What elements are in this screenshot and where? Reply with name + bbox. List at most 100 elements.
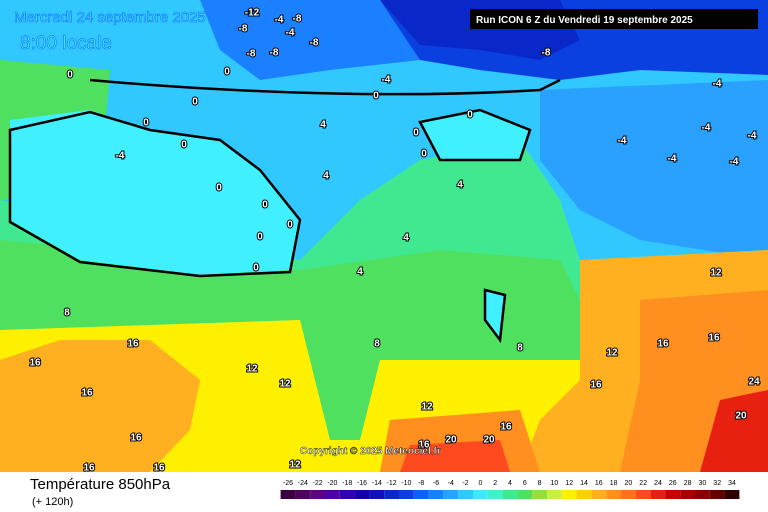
scale-label: 28 xyxy=(684,480,692,487)
contour-label: 12 xyxy=(289,460,301,471)
scale-swatch xyxy=(532,490,547,499)
run-info: Run ICON 6 Z du Vendredi 19 septembre 20… xyxy=(476,15,693,26)
scale-swatch xyxy=(428,490,444,499)
scale-label: -8 xyxy=(418,480,424,487)
forecast-time: 8:00 locale xyxy=(20,33,112,54)
contour-label: 24 xyxy=(748,377,760,388)
scale-swatch xyxy=(576,490,592,499)
scale-swatch xyxy=(487,490,503,499)
contour-label: 12 xyxy=(710,268,722,279)
contour-label: 0 xyxy=(262,200,268,211)
contour-label: -8 xyxy=(247,49,256,60)
scale-label: 10 xyxy=(551,480,559,487)
contour-label: -4 xyxy=(730,157,739,168)
scale-label: -12 xyxy=(387,480,397,487)
contour-label: 0 xyxy=(224,67,230,78)
contour-label: -8 xyxy=(293,14,302,25)
scale-label: -10 xyxy=(401,480,411,487)
scale-swatch xyxy=(473,490,488,499)
scale-label: 20 xyxy=(625,480,633,487)
copyright: Copyright © 2025 Meteociel.fr xyxy=(300,446,441,457)
scale-swatch xyxy=(517,490,533,499)
contour-label: 4 xyxy=(320,120,326,131)
scale-label: -24 xyxy=(298,480,308,487)
scale-swatch xyxy=(621,490,636,499)
contour-label: 0 xyxy=(421,149,427,160)
scale-label: 2 xyxy=(493,480,497,487)
contour-label: -4 xyxy=(286,28,295,39)
contour-label: 8 xyxy=(64,308,70,319)
contour-label: -4 xyxy=(713,79,722,90)
scale-label: -26 xyxy=(283,480,293,487)
contour-label: -4 xyxy=(116,151,125,162)
contour-label: 8 xyxy=(517,343,523,354)
scale-label: 18 xyxy=(610,480,618,487)
contour-label: 4 xyxy=(357,267,363,278)
contour-label: 0 xyxy=(181,140,187,151)
scale-label: -20 xyxy=(327,480,337,487)
scale-label: 6 xyxy=(523,480,527,487)
scale-swatch xyxy=(295,490,311,499)
contour-label: 4 xyxy=(403,233,409,244)
contour-label: 16 xyxy=(130,433,142,444)
lead-time: (+ 120h) xyxy=(32,496,73,508)
scale-label: 4 xyxy=(508,480,512,487)
contour-label: -4 xyxy=(275,15,284,26)
scale-swatch xyxy=(650,490,666,499)
contour-label: 16 xyxy=(590,380,602,391)
scale-swatch xyxy=(384,490,399,499)
contour-label: 16 xyxy=(418,440,430,451)
scale-swatch xyxy=(339,490,355,499)
contour-label: 12 xyxy=(246,364,258,375)
contour-label: -4 xyxy=(618,136,627,147)
scale-swatch xyxy=(310,490,325,499)
contour-label: 12 xyxy=(606,348,618,359)
contour-label: 16 xyxy=(127,339,139,350)
scale-swatch xyxy=(561,490,577,499)
scale-label: -2 xyxy=(462,480,468,487)
map: -12-4-8-8-4-8-8-8 -8-4 -400000-40000000004… xyxy=(0,0,768,475)
scale-swatch xyxy=(502,490,518,499)
contour-label: 0 xyxy=(413,128,419,139)
scale-label: -6 xyxy=(433,480,439,487)
scale-swatch xyxy=(724,490,740,499)
scale-swatch xyxy=(591,490,607,499)
contour-label: 0 xyxy=(287,220,293,231)
scale-label: 22 xyxy=(639,480,647,487)
contour-label: -8 xyxy=(542,48,551,59)
scale-label: 8 xyxy=(538,480,542,487)
scale-label: 14 xyxy=(580,480,588,487)
scale-label: -14 xyxy=(372,480,382,487)
contour-label: 4 xyxy=(323,171,329,182)
forecast-date: Mercredi 24 septembre 2025 xyxy=(14,9,206,26)
contour-label: 16 xyxy=(81,388,93,399)
run-box xyxy=(470,9,758,29)
contour-label: 16 xyxy=(657,339,669,350)
scale-label: 12 xyxy=(565,480,573,487)
scale-swatch xyxy=(547,490,562,499)
contour-label: 0 xyxy=(257,232,263,243)
contour-label: 0 xyxy=(373,91,379,102)
scale-swatch xyxy=(325,490,340,499)
contour-label: 20 xyxy=(735,411,747,422)
contour-label: 16 xyxy=(500,422,512,433)
scale-label: -16 xyxy=(357,480,367,487)
scale-label: 32 xyxy=(713,480,721,487)
scale-label: -18 xyxy=(342,480,352,487)
scale-swatch xyxy=(665,490,681,499)
scale-label: 0 xyxy=(478,480,482,487)
scale-label: 16 xyxy=(595,480,603,487)
variable-label: Température 850hPa xyxy=(30,476,171,493)
contour-label: 0 xyxy=(467,110,473,121)
contour-label: -8 xyxy=(310,38,319,49)
scale-swatch xyxy=(399,490,414,499)
contour-label: -8 xyxy=(270,48,279,59)
contour-label: 0 xyxy=(143,118,149,129)
scale-swatch xyxy=(606,490,621,499)
scale-swatch xyxy=(680,490,695,499)
contour-label: 20 xyxy=(445,435,457,446)
scale-label: -22 xyxy=(313,480,323,487)
contour-label: 16 xyxy=(83,463,95,474)
contour-label: -4 xyxy=(702,123,711,134)
